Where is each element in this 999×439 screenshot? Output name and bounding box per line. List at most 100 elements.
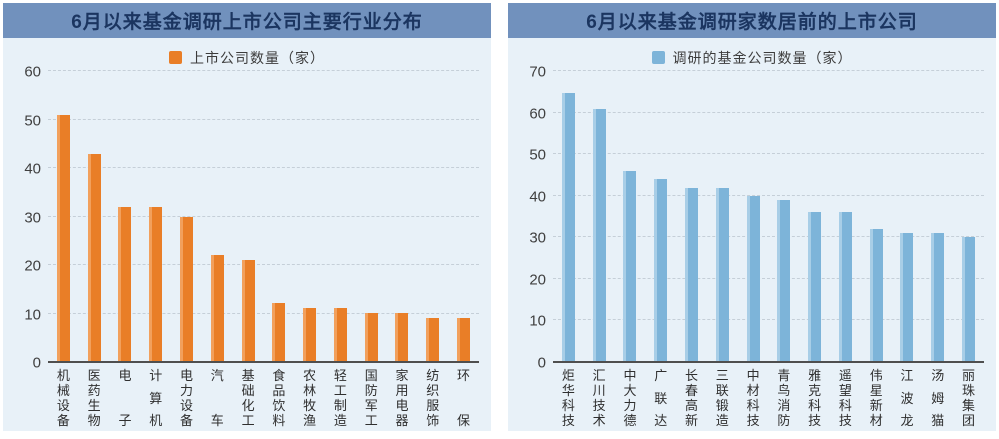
bar-slot [799,72,830,361]
bar-伟星新材 [869,228,883,361]
bar-slot [861,72,892,361]
gridline [553,194,984,196]
bar-家用电器 [395,312,409,361]
companies-chart-title: 6月以来基金调研家数居前的上市公司 [586,12,918,33]
x-label-char: 备 [180,413,194,428]
x-label-char: 中 [623,368,637,383]
y-tick-label: 50 [24,112,41,129]
x-label-char: 新 [685,413,699,428]
x-label-slot: 基础化工 [233,369,264,427]
x-label-char: 集 [962,398,976,413]
bar-slot [79,72,110,361]
industry-chart-legend: 上市公司数量（家） [3,47,491,68]
x-label-char: 造 [333,413,347,428]
x-label-slot: 农林牧渔 [294,369,325,427]
bar-slot [233,72,264,361]
gridline [553,153,984,155]
x-label-char: 团 [962,413,976,428]
x-label-char: 技 [592,398,606,413]
bar-计算机 [149,206,163,361]
bar-slot [325,72,356,361]
x-label-char: 川 [592,383,606,398]
x-label-char: 算 [149,390,163,406]
bar-slot [417,72,448,361]
industry-bar-chart: 0 10 20 30 40 50 60 机械设备医药生物电子计算机电力设备汽车基础化工食品饮料… [3,65,491,428]
x-label-char: 炬 [561,368,575,383]
x-label-char: 汤 [931,368,945,383]
bar-slot [892,72,923,361]
x-label-char: 林 [303,383,317,398]
industry-chart-title: 6月以来基金调研上市公司主要行业分布 [71,12,423,33]
y-tick-label: 70 [529,63,546,81]
bar-三联锻造 [715,187,729,361]
bar-中材科技 [746,195,760,361]
y-tick-label: 30 [529,229,546,247]
bar-电子 [118,206,132,361]
x-label-slot: 青鸟消防 [768,369,799,427]
bar-中大力德 [623,171,637,361]
gridline [553,319,984,321]
bar-遥望科技 [838,212,852,361]
x-tick-label: 轻工制造 [334,369,347,427]
y-tick-label: 30 [24,209,41,226]
x-tick-label: 雅克科技 [808,369,821,427]
x-label-char: 青 [777,368,791,383]
x-label-char: 技 [561,413,575,428]
y-tick-label: 60 [24,63,41,81]
gridline [48,118,479,120]
x-label-char: 防 [364,383,378,398]
x-label-slot: 轻工制造 [325,369,356,427]
x-label-char: 汇 [592,368,606,383]
x-label-char: 品 [272,383,286,398]
x-label-slot: 机械设备 [48,369,79,427]
x-tick-label: 遥望科技 [839,369,852,427]
bar-slot [140,72,171,361]
gridline [553,70,984,71]
bar-slot [110,72,141,361]
bar-青鸟消防 [777,200,791,361]
x-label-char: 工 [241,413,255,428]
x-label-char: 料 [272,413,286,428]
y-tick-label: 0 [537,354,546,372]
x-tick-label: 农林牧渔 [303,369,316,427]
x-tick-label: 汽车 [211,369,224,427]
gridline [48,70,479,71]
x-label-slot: 电力设备 [171,369,202,427]
x-tick-label: 中材科技 [747,369,760,427]
x-label-slot: 纺织服饰 [417,369,448,427]
x-label-char: 食 [272,368,286,383]
gridline [48,215,479,217]
x-label-char: 织 [426,383,440,398]
x-label-char: 纺 [426,368,440,383]
x-label-slot: 炬华科技 [553,369,584,427]
x-label-char: 工 [364,413,378,428]
x-label-char: 军 [364,398,378,413]
bar-slot [707,72,738,361]
x-label-slot: 江波龙 [892,369,923,427]
x-label-slot: 广联达 [645,369,676,427]
x-label-char: 长 [685,368,699,383]
bar-广联达 [654,179,668,361]
x-label-char: 渔 [303,413,317,428]
x-label-char: 化 [241,398,255,413]
x-tick-label: 伟星新材 [870,369,883,427]
x-label-char: 伟 [869,368,883,383]
x-tick-label: 江波龙 [900,369,913,427]
x-label-char: 高 [685,398,699,413]
bar-轻工制造 [333,308,347,361]
bar-炬华科技 [561,92,575,361]
x-label-char: 轻 [333,368,347,383]
bar-slot [615,72,646,361]
bar-slot [553,72,584,361]
x-label-char: 新 [869,398,883,413]
x-label-char: 础 [241,383,255,398]
x-label-char: 汽 [210,368,224,383]
bar-slot [830,72,861,361]
x-tick-label: 电力设备 [180,369,193,427]
bars-layer [553,72,984,361]
bar-医药生物 [87,153,101,361]
gridline [48,167,479,168]
bar-基础化工 [241,259,255,361]
x-label-slot: 伟星新材 [861,369,892,427]
